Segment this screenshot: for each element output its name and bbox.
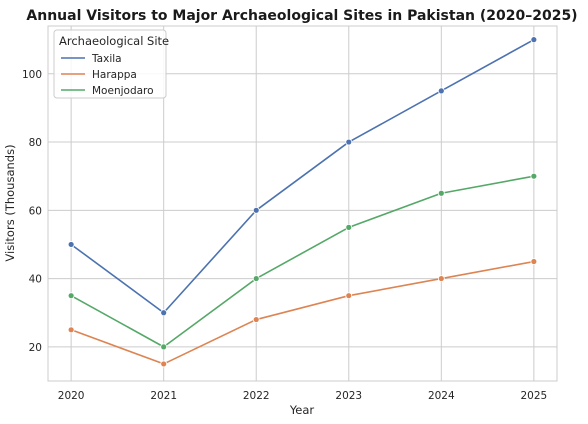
x-tick-label: 2022 [243,390,270,402]
legend-items: Taxila Harappa Moenjodaro [61,53,154,97]
series-line-moenjodaro [70,175,535,348]
series-line-harappa [70,260,535,365]
legend-label-moenjodaro: Moenjodaro [92,85,154,97]
data-point-taxila [160,309,168,317]
x-axis-label: Year [289,403,315,417]
data-point-moenjodaro [437,189,445,197]
legend-label-harappa: Harappa [92,69,137,81]
series-line-taxila [70,38,535,314]
data-point-harappa [345,292,353,300]
x-tick-label: 2025 [520,390,547,402]
data-point-taxila [345,138,353,146]
data-point-moenjodaro [160,343,168,351]
legend-box [53,29,167,99]
data-point-moenjodaro [252,275,260,282]
y-tick-label: 60 [29,205,42,217]
chart-title: Annual Visitors to Major Archaeological … [26,8,577,24]
data-point-taxila [67,241,75,248]
legend-title: Archaeological Site [59,34,169,48]
y-tick-label: 40 [29,274,42,286]
data-point-taxila [252,206,260,214]
x-axis-ticks: 2020 2021 2022 2023 2024 2025 [58,390,547,402]
y-tick-label: 100 [22,69,42,81]
data-point-taxila [437,87,445,95]
x-tick-label: 2023 [335,390,362,402]
data-point-harappa [437,275,445,282]
legend: Archaeological Site Taxila Harappa Moenjod… [53,29,169,99]
data-point-harappa [530,258,538,265]
y-axis-label: Visitors (Thousands) [3,144,17,261]
y-tick-label: 20 [29,342,42,354]
data-point-harappa [252,316,260,323]
data-point-harappa [67,326,75,334]
y-tick-label: 80 [29,137,42,149]
x-tick-label: 2020 [58,390,85,402]
y-axis-ticks: 20 40 60 80 100 [22,69,42,354]
data-point-moenjodaro [67,292,75,300]
data-point-taxila [530,36,538,44]
data-point-moenjodaro [530,172,538,180]
series-group [67,36,538,368]
data-point-harappa [160,360,168,368]
data-point-moenjodaro [345,223,353,231]
x-tick-label: 2021 [150,390,177,402]
legend-label-taxila: Taxila [91,53,122,65]
x-tick-label: 2024 [428,390,455,402]
